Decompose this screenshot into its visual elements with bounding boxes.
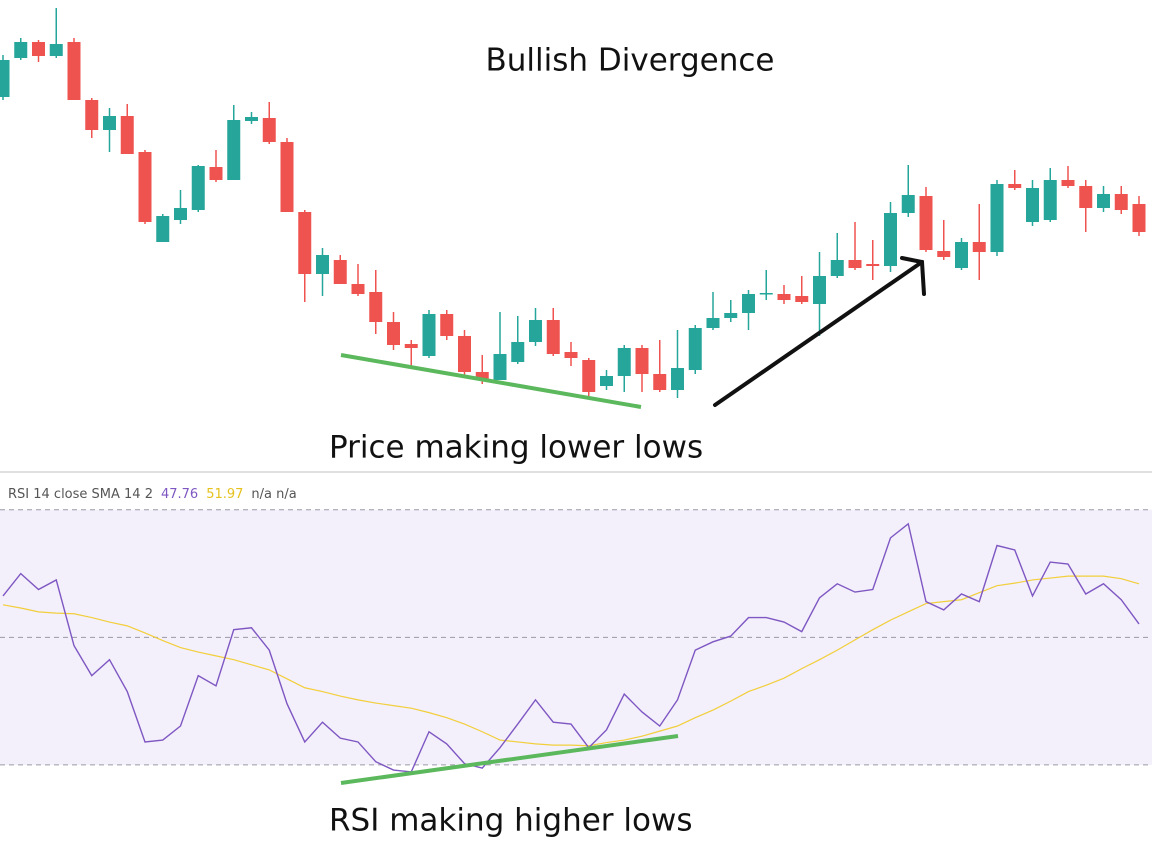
candle-body bbox=[85, 100, 99, 130]
candle-body bbox=[298, 212, 312, 274]
candle-body bbox=[440, 314, 454, 336]
rsi-lines bbox=[2, 522, 1140, 773]
candle-body bbox=[1114, 194, 1128, 210]
candle-body bbox=[404, 344, 418, 348]
candle-body bbox=[262, 118, 276, 142]
candle-body bbox=[280, 142, 294, 212]
candle-body bbox=[1008, 184, 1022, 188]
candle-body bbox=[458, 336, 471, 372]
candle-body bbox=[990, 184, 1004, 252]
candle-body bbox=[813, 276, 826, 304]
candle-body bbox=[351, 284, 365, 294]
candle-body bbox=[742, 294, 755, 313]
candle-body bbox=[316, 255, 329, 274]
candle-body bbox=[955, 242, 968, 268]
candle-body bbox=[333, 260, 347, 284]
legend-text: RSI 14 close SMA 14 2 bbox=[8, 487, 153, 502]
candle-body bbox=[14, 42, 28, 58]
candle-body bbox=[67, 42, 81, 100]
legend-value: 51.97 bbox=[206, 487, 243, 502]
candle-body bbox=[529, 320, 542, 342]
candle-body bbox=[1061, 180, 1075, 186]
candle-body bbox=[49, 44, 63, 56]
candle-body bbox=[848, 260, 862, 268]
candle-body bbox=[653, 374, 667, 390]
candle-body bbox=[617, 348, 631, 376]
candle-body bbox=[688, 328, 702, 370]
candle-body bbox=[174, 208, 187, 220]
candle-body bbox=[227, 120, 241, 180]
candle-body bbox=[103, 116, 116, 130]
candle-body bbox=[209, 167, 223, 180]
candle-body bbox=[937, 251, 951, 257]
candle-body bbox=[919, 196, 933, 250]
candle-body bbox=[422, 314, 436, 356]
candle-body bbox=[901, 195, 915, 213]
rsi-line bbox=[2, 522, 1140, 773]
candle-body bbox=[493, 354, 507, 380]
candle-body bbox=[369, 292, 383, 322]
annotation: RSI making higher lows bbox=[329, 803, 693, 839]
candle-body bbox=[884, 213, 897, 266]
candle-body bbox=[724, 313, 738, 318]
candle-body bbox=[706, 318, 720, 328]
arrow bbox=[713, 256, 926, 407]
candle-body bbox=[387, 322, 400, 345]
candle-body bbox=[1043, 180, 1057, 220]
candle-body bbox=[546, 320, 560, 354]
trendline bbox=[340, 734, 679, 785]
candle-body bbox=[0, 60, 10, 97]
candle-body bbox=[32, 42, 45, 56]
candle-body bbox=[1026, 188, 1039, 222]
candle-body bbox=[635, 348, 649, 374]
candle-body bbox=[582, 360, 596, 392]
candle-body bbox=[671, 368, 684, 390]
candle-body bbox=[777, 294, 791, 300]
candle-body bbox=[138, 152, 152, 222]
candle-body bbox=[156, 216, 170, 242]
candle-body bbox=[759, 293, 773, 295]
legend-value: 47.76 bbox=[161, 487, 198, 502]
candle-body bbox=[511, 342, 525, 362]
chart-title: Bullish Divergence bbox=[485, 43, 774, 79]
annotation: Price making lower lows bbox=[329, 430, 703, 466]
arrow-head bbox=[900, 256, 926, 296]
candle-body bbox=[866, 264, 880, 266]
rsi-pane bbox=[0, 509, 1152, 766]
candle-body bbox=[564, 352, 578, 358]
legend: RSI 14 close SMA 14 2 47.76 51.97 n/a n/a bbox=[8, 487, 297, 502]
candle-body bbox=[1132, 204, 1146, 232]
candle-body bbox=[475, 372, 489, 380]
arrow-shaft bbox=[713, 260, 924, 407]
price-pane bbox=[0, 8, 1146, 398]
candle-body bbox=[191, 166, 205, 210]
rsi-line bbox=[2, 575, 1140, 747]
candle-body bbox=[795, 296, 809, 302]
candle-body bbox=[120, 116, 134, 154]
candle-body bbox=[1079, 186, 1093, 208]
legend-text: n/a n/a bbox=[251, 487, 296, 502]
candle-body bbox=[972, 242, 986, 252]
candle-body bbox=[600, 376, 613, 386]
candle-body bbox=[830, 260, 844, 276]
candle-body bbox=[245, 117, 258, 121]
candle-body bbox=[1097, 194, 1110, 208]
trendline bbox=[340, 353, 642, 409]
